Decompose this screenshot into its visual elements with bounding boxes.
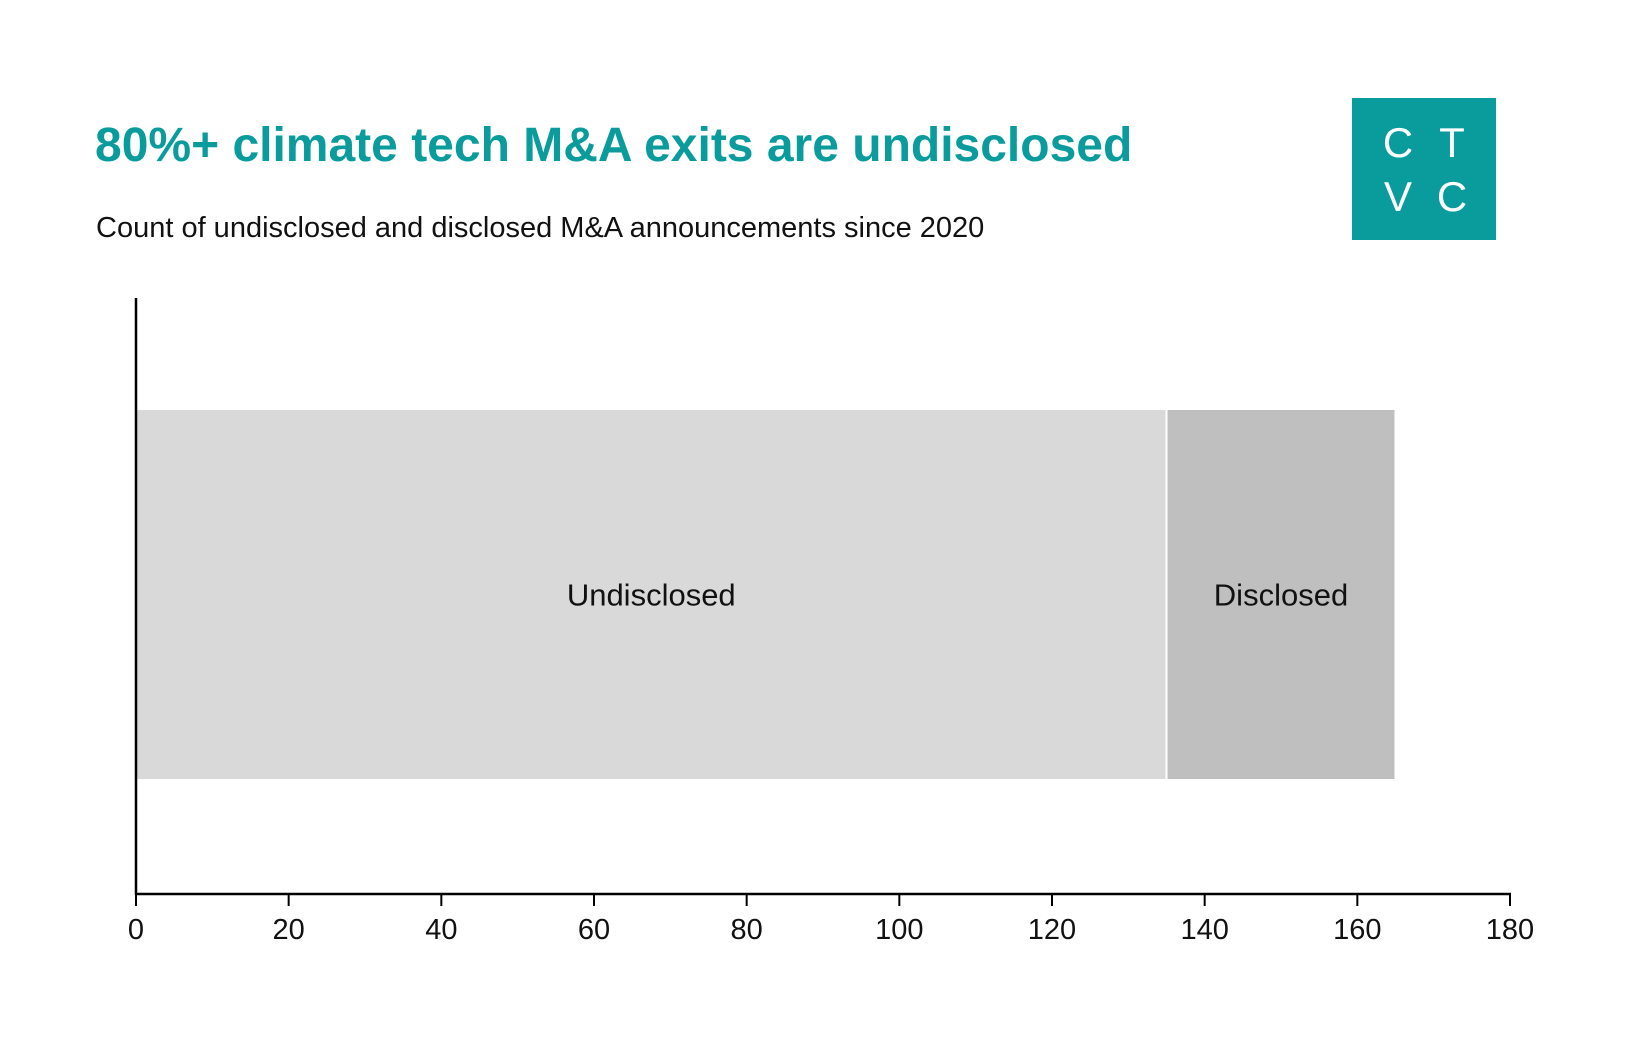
x-tick-label-120: 120: [1028, 914, 1076, 946]
x-tick-label-180: 180: [1486, 914, 1534, 946]
logo-letter-t: T: [1439, 119, 1465, 166]
x-tick-label-20: 20: [273, 914, 305, 946]
bar-label-undisclosed: Undisclosed: [567, 578, 736, 613]
x-tick-label-0: 0: [128, 914, 144, 946]
x-tick-label-40: 40: [425, 914, 457, 946]
x-tick-label-80: 80: [731, 914, 763, 946]
logo-letter-c-bottom: C: [1436, 173, 1468, 220]
ctvc-logo: C T V C: [1352, 98, 1496, 240]
x-tick-label-140: 140: [1180, 914, 1228, 946]
x-tick-label-160: 160: [1333, 914, 1381, 946]
logo-letter-v: V: [1383, 173, 1412, 220]
logo-letter-c-top: C: [1382, 119, 1414, 166]
chart-subtitle: Count of undisclosed and disclosed M&A a…: [96, 212, 985, 244]
bar-label-disclosed: Disclosed: [1214, 578, 1348, 613]
x-tick-label-60: 60: [578, 914, 610, 946]
bar-disclosed: [1165, 408, 1397, 781]
x-tick-label-100: 100: [875, 914, 923, 946]
chart-title: 80%+ climate tech M&A exits are undisclo…: [95, 119, 1133, 172]
